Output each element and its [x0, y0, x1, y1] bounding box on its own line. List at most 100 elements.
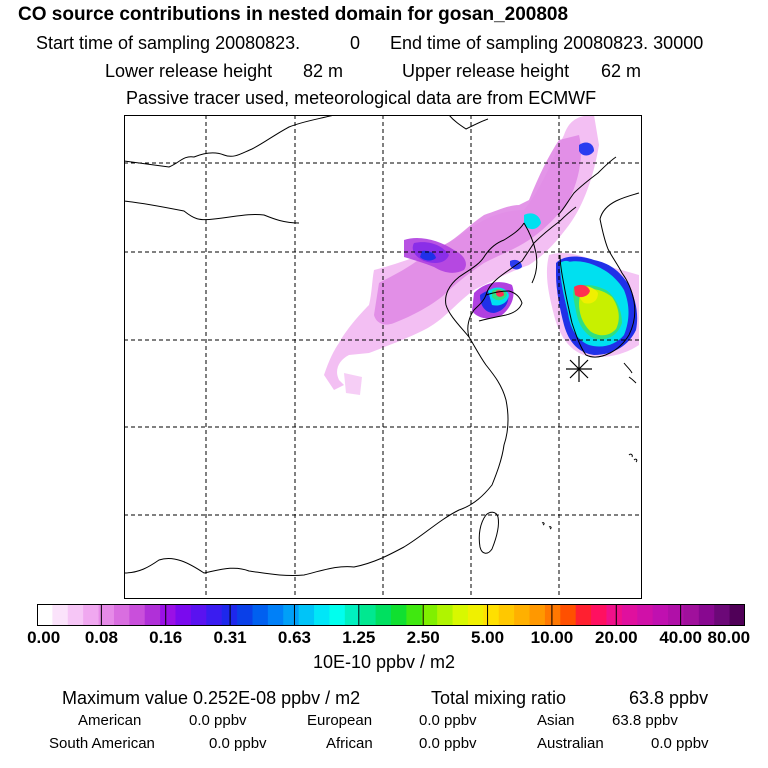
plot-title: CO source contributions in nested domain… — [18, 4, 569, 25]
coastline-japan — [623, 362, 637, 384]
colorbar-cell — [160, 604, 177, 626]
colorbar-cell — [314, 604, 331, 626]
region-name: Asian — [537, 712, 575, 729]
coastline-korea — [559, 192, 640, 358]
colorbar-tick-label: 0.63 — [277, 628, 311, 647]
colorbar-dividers — [100, 604, 682, 626]
colorbar-cell — [729, 604, 745, 626]
region-name: South American — [49, 735, 155, 752]
coastline-northeast — [557, 156, 617, 216]
colorbar-cell — [360, 604, 377, 626]
colorbar-tick-label: 2.50 — [406, 628, 440, 647]
coastline-islands — [541, 453, 638, 530]
map-frame — [124, 115, 642, 599]
colorbar-cell — [621, 604, 638, 626]
plume-blue-north — [579, 142, 594, 156]
plume-light-south — [344, 373, 362, 395]
colorbar — [37, 604, 745, 626]
colorbar-units: 10E-10 ppbv / m2 — [312, 652, 456, 672]
region-name: American — [78, 712, 142, 729]
upper-release-label: Upper release height — [402, 61, 570, 81]
lower-release-value: 82 m — [303, 61, 344, 81]
colorbar-cell — [544, 604, 561, 626]
colorbar-cell — [714, 604, 731, 626]
plume-blue-core — [420, 250, 436, 261]
colorbar-cell — [637, 604, 654, 626]
region-value: 63.8 ppbv — [612, 712, 678, 729]
colorbar-cell — [329, 604, 346, 626]
colorbar-cell — [560, 604, 577, 626]
colorbar-cell — [298, 604, 315, 626]
total-mixing-label: Total mixing ratio — [431, 688, 567, 708]
coastline-shandong — [478, 290, 523, 322]
coastline-bohai — [445, 222, 525, 338]
colorbar-cell — [283, 604, 300, 626]
colorbar-tick-label: 1.25 — [342, 628, 376, 647]
colorbar-cell — [652, 604, 669, 626]
coastline-inner — [124, 200, 300, 224]
colorbar-cell — [129, 604, 146, 626]
region-name: European — [307, 712, 373, 729]
coastlines — [124, 115, 640, 593]
colorbar-cell — [98, 604, 115, 626]
upper-release-value: 62 m — [601, 61, 642, 81]
colorbar-cell — [498, 604, 515, 626]
colorbar-cell — [514, 604, 531, 626]
region-name: Australian — [537, 735, 604, 752]
map-panel — [124, 115, 642, 599]
asterisk-icon — [566, 356, 592, 382]
colorbar-tick-label: 0.08 — [84, 628, 118, 647]
plume-korea-cyan-north — [560, 260, 572, 274]
colorbar-tick-label: 80.00 — [707, 628, 751, 647]
colorbar-cell — [467, 604, 484, 626]
start-time-label: Start time of sampling 20080823. — [36, 33, 301, 53]
colorbar-tick-label: 0.16 — [149, 628, 183, 647]
colorbar-tick-label: 5.00 — [470, 628, 505, 647]
colorbar-frame — [37, 604, 745, 626]
colorbar-tick-label: 0.31 — [213, 628, 247, 647]
plume-cyan-north — [524, 213, 541, 230]
maximum-value: Maximum value 0.252E-08 ppbv / m2 — [62, 688, 361, 708]
start-time-hour: 0 — [350, 33, 361, 53]
region-name: African — [326, 735, 373, 752]
colorbar-tick-label: 0.00 — [27, 628, 61, 647]
colorbar-cell — [52, 604, 69, 626]
taiwan-island — [478, 511, 499, 554]
colorbar-cell — [37, 604, 53, 626]
colorbar-tick-label: 40.00 — [659, 628, 702, 647]
total-mixing-value: 63.8 ppbv — [629, 688, 709, 708]
colorbar-cell — [391, 604, 407, 626]
region-value: 0.0 ppbv — [419, 712, 477, 729]
colorbar-cell — [668, 604, 685, 626]
end-time-label: End time of sampling 20080823. 30000 — [390, 33, 704, 53]
colorbar-cell — [375, 604, 392, 626]
colorbar-cell — [252, 604, 269, 626]
plume-korea-red — [574, 284, 590, 298]
colorbar-cell — [575, 604, 592, 626]
colorbar-cell — [529, 604, 546, 626]
colorbar-cell — [83, 604, 100, 626]
colorbar-cell — [206, 604, 223, 626]
colorbar-tick-label: 20.00 — [594, 628, 638, 647]
lower-release-label: Lower release height — [105, 61, 273, 81]
plume-pink-band — [374, 135, 581, 325]
colorbar-cell — [175, 604, 192, 626]
tracer-note: Passive tracer used, meteorological data… — [126, 88, 597, 108]
colorbar-cell — [267, 604, 284, 626]
region-value: 0.0 ppbv — [419, 735, 477, 752]
colorbar-tick-label: 10.00 — [530, 628, 574, 647]
colorbar-cell — [483, 604, 500, 626]
colorbar-cell — [606, 604, 623, 626]
colorbar-cell — [421, 604, 438, 626]
region-value: 0.0 ppbv — [189, 712, 247, 729]
coastline-mainland — [124, 206, 577, 593]
colorbar-cell — [698, 604, 715, 626]
colorbar-cell — [591, 604, 608, 626]
coastline-top — [448, 115, 489, 130]
colorbar-cell — [190, 604, 207, 626]
coastline-liaodong — [523, 222, 538, 284]
colorbar-cell — [67, 604, 84, 626]
colorbar-cell — [144, 604, 161, 626]
colorbar-cell — [683, 604, 700, 626]
colorbar-cell — [452, 604, 469, 626]
